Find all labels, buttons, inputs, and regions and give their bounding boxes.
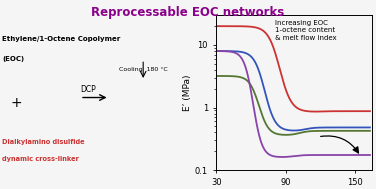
Y-axis label: E’ (MPa): E’ (MPa) [183, 74, 192, 111]
Text: Reprocessable EOC networks: Reprocessable EOC networks [91, 6, 285, 19]
Text: (EOC): (EOC) [2, 56, 24, 62]
Text: Ethylene/1-Octene Copolymer: Ethylene/1-Octene Copolymer [2, 36, 120, 42]
Text: Cooling  180 °C: Cooling 180 °C [119, 67, 168, 72]
Text: dynamic cross-linker: dynamic cross-linker [2, 156, 79, 162]
Text: Dialkylamino disulfide: Dialkylamino disulfide [2, 139, 85, 145]
Text: Increasing EOC
1-octene content
& melt flow index: Increasing EOC 1-octene content & melt f… [276, 20, 337, 41]
Text: +: + [11, 95, 22, 109]
Text: DCP: DCP [80, 85, 96, 94]
